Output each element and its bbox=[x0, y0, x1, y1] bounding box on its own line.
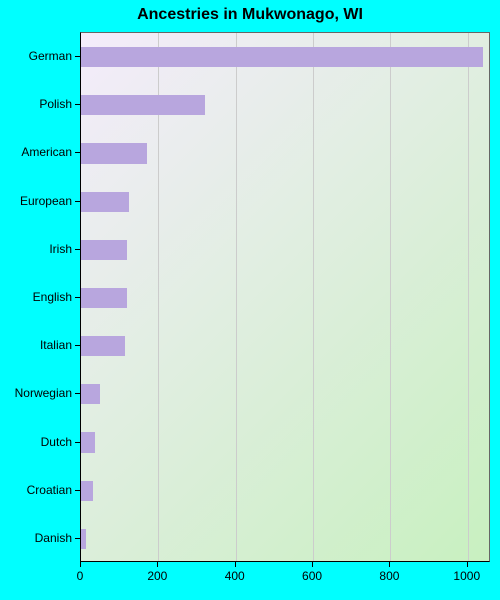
y-tick-label: German bbox=[29, 49, 72, 63]
y-tick bbox=[75, 345, 80, 346]
bar bbox=[81, 432, 95, 452]
bar bbox=[81, 47, 483, 67]
y-tick-label: European bbox=[20, 194, 72, 208]
x-tick bbox=[389, 562, 390, 567]
bar bbox=[81, 384, 100, 404]
y-tick bbox=[75, 442, 80, 443]
y-tick-label: Polish bbox=[39, 97, 72, 111]
y-tick bbox=[75, 393, 80, 394]
y-tick bbox=[75, 490, 80, 491]
bar bbox=[81, 240, 127, 260]
bar bbox=[81, 288, 127, 308]
gridline bbox=[236, 33, 237, 561]
y-tick-label: Italian bbox=[40, 338, 72, 352]
gridline bbox=[390, 33, 391, 561]
x-tick bbox=[157, 562, 158, 567]
x-tick bbox=[312, 562, 313, 567]
bar bbox=[81, 95, 205, 115]
y-tick-label: English bbox=[33, 290, 72, 304]
y-tick-label: Norwegian bbox=[15, 386, 72, 400]
y-tick-label: Irish bbox=[49, 242, 72, 256]
y-tick bbox=[75, 56, 80, 57]
chart-title: Ancestries in Mukwonago, WI bbox=[0, 6, 500, 24]
y-tick bbox=[75, 297, 80, 298]
x-tick-label: 200 bbox=[147, 569, 167, 583]
y-tick-label: Danish bbox=[35, 531, 72, 545]
chart-canvas: Ancestries in Mukwonago, WI City-Data.co… bbox=[0, 0, 500, 600]
bar bbox=[81, 143, 147, 163]
y-tick bbox=[75, 201, 80, 202]
y-tick bbox=[75, 538, 80, 539]
x-tick bbox=[235, 562, 236, 567]
y-tick bbox=[75, 104, 80, 105]
bar bbox=[81, 336, 125, 356]
x-tick-label: 1000 bbox=[453, 569, 480, 583]
y-tick-label: American bbox=[21, 145, 72, 159]
gridline bbox=[468, 33, 469, 561]
y-tick-label: Croatian bbox=[27, 483, 72, 497]
y-tick bbox=[75, 249, 80, 250]
plot-area bbox=[80, 32, 490, 562]
x-tick-label: 400 bbox=[225, 569, 245, 583]
bar bbox=[81, 481, 93, 501]
x-tick bbox=[80, 562, 81, 567]
y-tick bbox=[75, 152, 80, 153]
x-tick-label: 0 bbox=[77, 569, 84, 583]
y-tick-label: Dutch bbox=[41, 435, 72, 449]
bar bbox=[81, 529, 86, 549]
x-tick-label: 800 bbox=[379, 569, 399, 583]
bar bbox=[81, 192, 129, 212]
x-tick-label: 600 bbox=[302, 569, 322, 583]
x-tick bbox=[467, 562, 468, 567]
gridline bbox=[313, 33, 314, 561]
